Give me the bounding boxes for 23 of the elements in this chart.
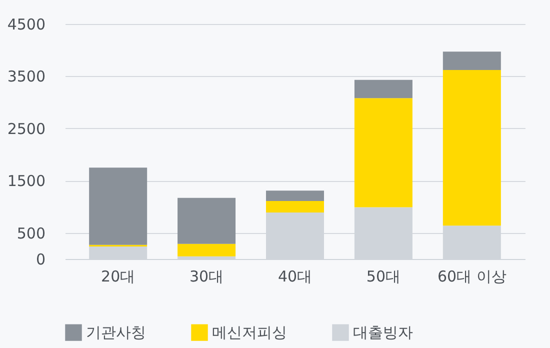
bar (89, 168, 148, 245)
y-tick-label: 2500 (7, 120, 46, 138)
bar (266, 190, 324, 202)
bar (178, 198, 236, 244)
x-tick-label: 20대 (101, 268, 136, 286)
legend-label: 메신저피싱 (212, 324, 287, 342)
x-tick-label: 40대 (278, 268, 312, 286)
x-tick-label: 60대 이상 (437, 268, 506, 286)
y-tick-label: 4500 (7, 16, 46, 34)
legend-label: 대출빙자 (353, 324, 413, 342)
bar (442, 70, 501, 226)
y-tick-label: 500 (16, 224, 46, 242)
y-tick-label: 1500 (7, 172, 46, 190)
x-tick-label: 30대 (189, 268, 224, 286)
bar (442, 52, 501, 70)
y-tick-label: 0 (36, 250, 46, 268)
bar (178, 244, 236, 256)
legend-label: 기관사칭 (86, 324, 146, 342)
bar (266, 201, 324, 213)
bar (354, 80, 412, 98)
y-tick-label: 3500 (7, 68, 46, 86)
x-tick-label: 50대 (366, 268, 401, 286)
bar (354, 98, 412, 208)
